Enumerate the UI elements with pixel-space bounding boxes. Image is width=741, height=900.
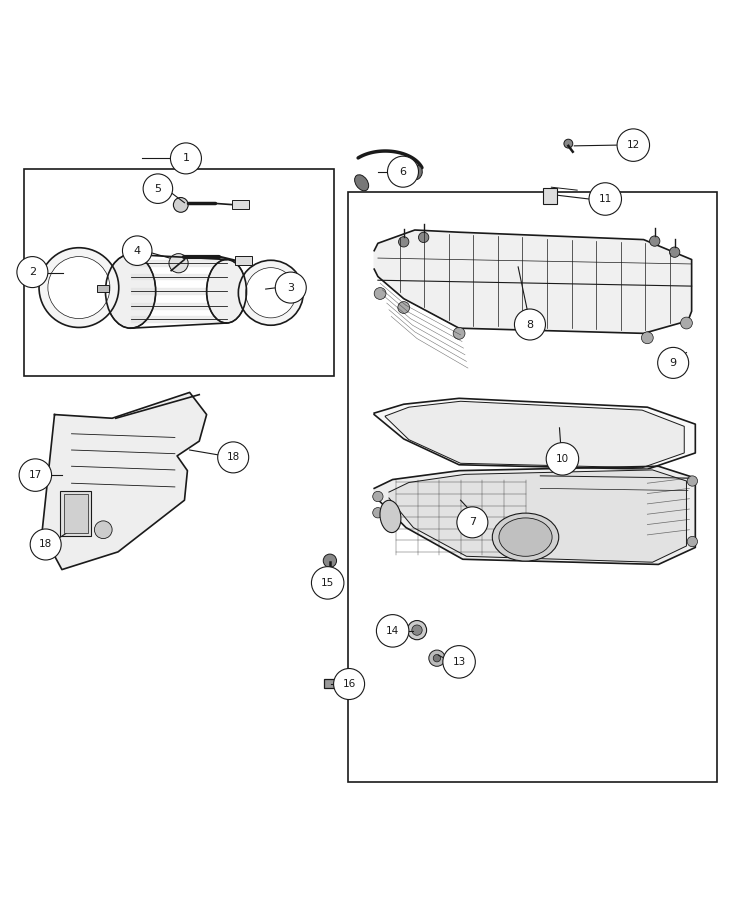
Bar: [64, 494, 87, 533]
Circle shape: [373, 491, 383, 501]
Circle shape: [246, 267, 296, 318]
Text: 18: 18: [227, 453, 240, 463]
Circle shape: [39, 248, 119, 328]
Circle shape: [642, 332, 654, 344]
Circle shape: [122, 236, 152, 266]
Circle shape: [374, 288, 386, 300]
Polygon shape: [374, 399, 695, 469]
Circle shape: [443, 645, 475, 678]
Text: 12: 12: [627, 140, 640, 150]
Bar: [542, 188, 557, 204]
Bar: [287, 291, 296, 297]
Circle shape: [19, 459, 52, 491]
Circle shape: [218, 442, 249, 472]
Circle shape: [399, 237, 409, 247]
Bar: [61, 491, 91, 536]
Circle shape: [658, 347, 688, 378]
Text: 13: 13: [453, 657, 465, 667]
Circle shape: [323, 554, 336, 567]
Polygon shape: [42, 392, 207, 570]
Circle shape: [373, 508, 383, 518]
Text: 4: 4: [133, 246, 141, 256]
Circle shape: [546, 443, 579, 475]
Circle shape: [170, 143, 202, 174]
Circle shape: [388, 157, 419, 187]
Circle shape: [333, 669, 365, 699]
Circle shape: [669, 247, 679, 257]
Circle shape: [17, 256, 48, 288]
Circle shape: [169, 254, 188, 273]
Circle shape: [143, 174, 173, 203]
Text: 1: 1: [182, 153, 190, 164]
Circle shape: [457, 507, 488, 538]
Text: 16: 16: [342, 679, 356, 689]
Bar: [235, 256, 253, 266]
Ellipse shape: [207, 259, 247, 323]
Circle shape: [687, 476, 697, 486]
Text: 2: 2: [29, 267, 36, 277]
Circle shape: [514, 309, 545, 340]
Text: 10: 10: [556, 454, 569, 464]
Text: 14: 14: [386, 626, 399, 636]
Ellipse shape: [105, 255, 156, 328]
Text: 17: 17: [29, 470, 42, 480]
Circle shape: [453, 328, 465, 339]
Circle shape: [376, 615, 409, 647]
Polygon shape: [374, 466, 695, 564]
Circle shape: [408, 620, 427, 640]
Bar: [324, 679, 336, 688]
Bar: [24, 169, 333, 376]
Bar: [348, 192, 717, 782]
Text: 9: 9: [670, 358, 677, 368]
Ellipse shape: [411, 165, 422, 180]
Circle shape: [30, 529, 62, 560]
Circle shape: [564, 140, 573, 148]
Circle shape: [429, 650, 445, 666]
Circle shape: [48, 256, 110, 319]
Text: 15: 15: [321, 578, 334, 588]
Circle shape: [617, 129, 650, 161]
Circle shape: [589, 183, 622, 215]
Ellipse shape: [492, 513, 559, 561]
Text: 5: 5: [154, 184, 162, 194]
Bar: [233, 200, 249, 209]
Circle shape: [398, 302, 410, 313]
Circle shape: [311, 567, 344, 599]
Circle shape: [173, 197, 188, 212]
Ellipse shape: [355, 175, 369, 191]
Circle shape: [433, 654, 441, 662]
Text: 18: 18: [39, 539, 53, 550]
Text: 3: 3: [288, 283, 294, 293]
Bar: [97, 284, 109, 292]
Circle shape: [275, 272, 306, 303]
Circle shape: [687, 536, 697, 546]
Polygon shape: [389, 470, 686, 562]
Polygon shape: [385, 401, 684, 468]
Circle shape: [650, 236, 660, 247]
Ellipse shape: [499, 518, 552, 556]
Circle shape: [239, 260, 303, 325]
Circle shape: [412, 625, 422, 635]
Polygon shape: [374, 230, 691, 333]
Text: 6: 6: [399, 166, 407, 176]
Circle shape: [680, 317, 692, 328]
Circle shape: [94, 521, 112, 538]
Text: 8: 8: [526, 320, 534, 329]
Text: 11: 11: [599, 194, 612, 204]
Ellipse shape: [380, 500, 401, 533]
Circle shape: [419, 232, 429, 243]
Text: 7: 7: [469, 518, 476, 527]
